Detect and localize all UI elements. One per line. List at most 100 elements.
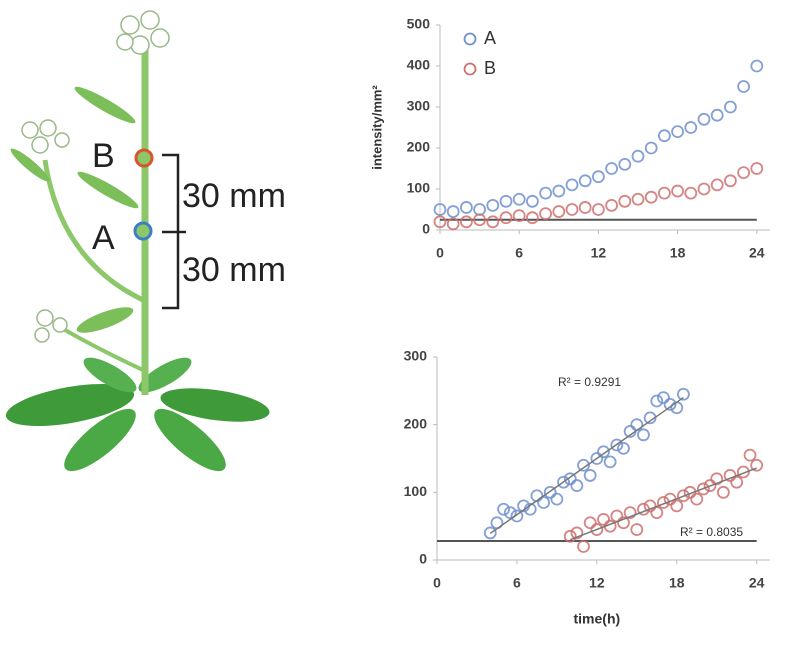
point-label: A xyxy=(92,219,115,257)
data-point xyxy=(618,157,632,171)
data-point xyxy=(677,489,690,503)
data-point xyxy=(657,391,670,405)
data-point xyxy=(530,489,544,503)
data-point xyxy=(617,441,630,455)
data-point xyxy=(459,201,473,214)
data-point xyxy=(433,215,447,229)
data-point xyxy=(537,496,550,509)
y-tick-label: 300 xyxy=(404,348,428,364)
data-point xyxy=(603,455,617,469)
data-point xyxy=(677,387,690,401)
data-point xyxy=(597,513,610,526)
data-point xyxy=(631,149,645,163)
data-point xyxy=(658,129,671,143)
data-point xyxy=(446,205,460,218)
x-tick-label: 12 xyxy=(591,245,607,261)
data-point xyxy=(473,213,487,227)
x-tick-label: 18 xyxy=(670,245,686,261)
data-point xyxy=(644,190,658,204)
data-point xyxy=(750,59,764,73)
data-point xyxy=(605,162,618,175)
x-tick-label: 0 xyxy=(436,245,444,261)
data-point xyxy=(684,121,698,134)
y-tick-label: 400 xyxy=(407,57,431,73)
data-point xyxy=(671,184,684,198)
data-point xyxy=(497,502,511,516)
plant-illustration xyxy=(5,10,270,472)
data-point xyxy=(643,499,657,513)
data-point xyxy=(590,523,604,536)
data-point xyxy=(710,108,724,122)
data-point xyxy=(716,485,730,499)
data-point xyxy=(539,207,552,221)
annotation: R² = 0.9291 xyxy=(558,375,621,389)
data-point xyxy=(583,516,597,530)
data-point xyxy=(590,452,604,465)
data-point xyxy=(570,526,584,540)
x-axis-label: time(h) xyxy=(574,611,621,627)
data-point xyxy=(550,492,564,506)
data-point xyxy=(710,472,724,486)
data-point xyxy=(592,203,605,216)
y-tick-label: 100 xyxy=(407,180,431,196)
x-tick-label: 18 xyxy=(669,575,685,591)
y-tick-label: 300 xyxy=(407,98,431,114)
data-point xyxy=(433,203,447,216)
trend-line xyxy=(489,396,684,535)
data-point xyxy=(512,209,526,223)
data-point xyxy=(710,178,724,192)
data-point xyxy=(578,174,592,188)
data-point xyxy=(499,211,513,225)
data-point xyxy=(592,170,605,184)
y-tick-label: 200 xyxy=(407,139,431,155)
data-point xyxy=(697,482,710,496)
data-point xyxy=(750,162,764,175)
data-point xyxy=(743,448,757,462)
data-point xyxy=(683,485,697,499)
y-tick-label: 0 xyxy=(419,551,427,567)
x-tick-label: 6 xyxy=(515,245,523,261)
y-tick-label: 100 xyxy=(404,483,428,499)
legend-marker xyxy=(463,32,477,46)
data-point xyxy=(552,205,566,218)
data-point xyxy=(631,192,645,206)
data-point xyxy=(543,485,557,499)
y-axis-label: intensity/mm² xyxy=(369,85,384,170)
x-tick-label: 24 xyxy=(749,575,765,591)
data-point xyxy=(737,80,750,93)
data-point xyxy=(563,529,577,543)
data-point xyxy=(577,540,590,553)
data-point xyxy=(486,215,500,229)
data-point xyxy=(703,479,717,492)
data-point xyxy=(526,211,539,225)
data-point xyxy=(630,523,644,536)
data-point xyxy=(618,194,632,208)
legend-label: A xyxy=(484,28,496,48)
data-point xyxy=(486,198,500,212)
data-point xyxy=(637,428,650,442)
data-point xyxy=(750,458,764,472)
y-tick-label: 200 xyxy=(404,415,428,431)
distance-label: 30 mm xyxy=(182,177,286,215)
y-tick-label: 0 xyxy=(422,221,430,237)
data-point xyxy=(552,184,566,198)
data-point xyxy=(503,506,517,520)
data-point xyxy=(650,394,664,408)
data-point xyxy=(737,166,750,180)
data-point xyxy=(670,499,684,513)
y-tick-label: 500 xyxy=(407,16,431,32)
legend-label: B xyxy=(484,58,496,78)
data-point xyxy=(539,186,552,200)
x-tick-label: 6 xyxy=(513,575,521,591)
data-point xyxy=(565,178,579,192)
data-point xyxy=(563,472,577,486)
data-point xyxy=(658,186,671,200)
data-point xyxy=(459,215,473,229)
data-point xyxy=(670,401,684,415)
x-tick-label: 0 xyxy=(433,575,441,591)
data-point xyxy=(526,194,539,208)
data-point xyxy=(557,475,570,489)
x-tick-label: 12 xyxy=(589,575,605,591)
data-point xyxy=(650,506,664,520)
